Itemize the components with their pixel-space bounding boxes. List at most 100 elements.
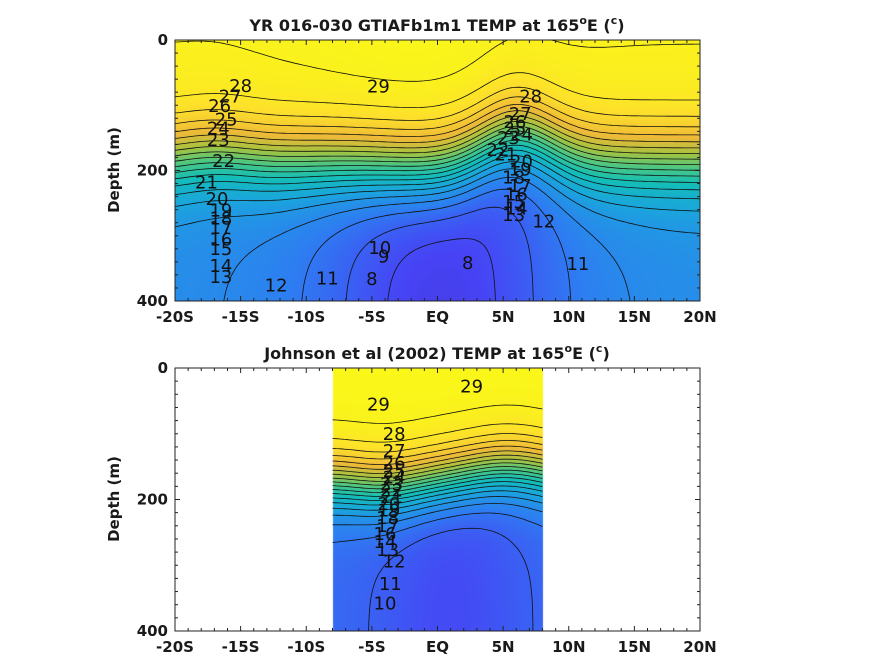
contour-label: 10	[368, 238, 391, 259]
contour-label: 16	[209, 229, 232, 250]
contour-label: 26	[383, 453, 406, 474]
contour-line-20	[332, 466, 543, 486]
x-tick-label: EQ	[426, 308, 449, 326]
contour-label: 21	[195, 173, 218, 194]
contour-label: 25	[503, 118, 526, 139]
contour-line-19	[175, 135, 700, 171]
contour-label: 17	[376, 516, 399, 537]
contour-label: 17	[509, 176, 532, 197]
contour-label: 20	[510, 152, 533, 173]
x-tick-label: -10S	[287, 308, 325, 326]
contour-line-24	[332, 450, 543, 470]
contour-label: 27	[383, 441, 406, 462]
contour-line-12	[223, 177, 631, 301]
contour-label: 12	[265, 276, 288, 297]
contour-line-22	[175, 121, 700, 155]
contour-label: 20	[206, 189, 229, 210]
y-tick-label: 0	[158, 31, 168, 49]
panel-title: YR 016-030 GTIAFb1m1 TEMP at 165oE (c)	[248, 14, 624, 35]
contour-line-12	[332, 503, 543, 526]
contour-label: 20	[377, 494, 400, 515]
contour-lines	[332, 404, 543, 631]
contour-line-26	[175, 96, 700, 130]
model-temperature-panel: YR 016-030 GTIAFb1m1 TEMP at 165oE (c) 2…	[105, 14, 717, 326]
contour-line-16	[175, 149, 700, 191]
contour-line-21	[175, 125, 700, 160]
x-tick-label: EQ	[426, 638, 449, 656]
contour-line-23	[175, 115, 700, 149]
contour-label: 27	[509, 104, 532, 125]
y-axis-title: Depth (m)	[105, 456, 123, 542]
contour-line-9	[387, 238, 496, 301]
x-tick-label: 15N	[618, 308, 651, 326]
y-axis: 0 200 400	[137, 31, 700, 310]
x-axis: -20S -15S -10S -5S EQ 5N 10N 15N 20N	[156, 40, 717, 326]
contour-label: 29	[367, 395, 390, 416]
contour-label: 12	[532, 212, 555, 233]
contour-line-26	[332, 440, 543, 460]
contour-label: 19	[209, 201, 232, 222]
x-tick-label: -20S	[156, 308, 194, 326]
contour-label: 23	[207, 130, 230, 151]
contour-label: 24	[383, 468, 406, 489]
contour-label: 9	[378, 246, 389, 267]
contour-label: 22	[486, 140, 509, 161]
contour-label: 18	[209, 208, 232, 229]
contour-label: 19	[377, 500, 400, 521]
contour-label: 11	[316, 269, 339, 290]
contour-line-17	[332, 477, 543, 497]
contour-label: 12	[383, 552, 406, 573]
contour-line-27	[332, 433, 543, 453]
contour-line-10	[345, 206, 534, 301]
contour-line-10	[368, 527, 534, 631]
y-tick-label: 200	[137, 491, 168, 509]
contour-line-27	[175, 86, 700, 121]
contour-lines	[175, 40, 700, 301]
y-tick-label: 400	[137, 622, 168, 640]
x-tick-label: -15S	[222, 308, 260, 326]
contour-label: 15	[209, 239, 232, 260]
contour-line-23	[332, 454, 543, 474]
contour-label: 27	[219, 86, 242, 107]
contour-line-20	[175, 130, 700, 165]
contour-label: 28	[229, 76, 252, 97]
contour-line-25	[175, 104, 700, 137]
contour-label: 22	[380, 481, 403, 502]
x-tick-label: 5N	[492, 638, 515, 656]
contour-line-14	[175, 161, 700, 212]
contour-line-14	[332, 490, 543, 511]
contour-line-16	[332, 481, 543, 501]
contour-line-18	[175, 139, 700, 177]
contour-label: 21	[380, 487, 403, 508]
contour-line-11	[332, 512, 543, 543]
x-tick-label: 15N	[618, 638, 651, 656]
panel-title: Johnson et al (2002) TEMP at 165oE (c)	[263, 342, 610, 363]
x-tick-label: -5S	[358, 638, 385, 656]
contour-line-29	[332, 404, 543, 424]
x-tick-label: 5N	[492, 308, 515, 326]
contour-label: 16	[374, 524, 397, 545]
x-tick-label: 10N	[552, 308, 585, 326]
y-tick-label: 400	[137, 292, 168, 310]
contour-line-24	[175, 110, 700, 143]
contour-label: 14	[505, 199, 528, 220]
contour-label: 13	[502, 205, 525, 226]
contour-label: 14	[209, 256, 232, 277]
contour-line-21	[332, 462, 543, 482]
observed-temperature-panel: Johnson et al (2002) TEMP at 165oE (c) 2…	[105, 342, 717, 656]
contour-label: 25	[383, 461, 406, 482]
contour-label: 10	[374, 594, 397, 615]
contour-line-17	[175, 144, 700, 183]
contour-line-18	[332, 473, 543, 493]
x-tick-label: -20S	[156, 638, 194, 656]
contour-label: 29	[460, 377, 483, 398]
contour-line-11	[301, 188, 572, 301]
contour-label: 11	[566, 254, 589, 275]
x-tick-label: -15S	[222, 638, 260, 656]
contour-label: 19	[509, 160, 532, 181]
contour-label: 14	[374, 532, 397, 553]
x-tick-label: 20N	[683, 308, 716, 326]
